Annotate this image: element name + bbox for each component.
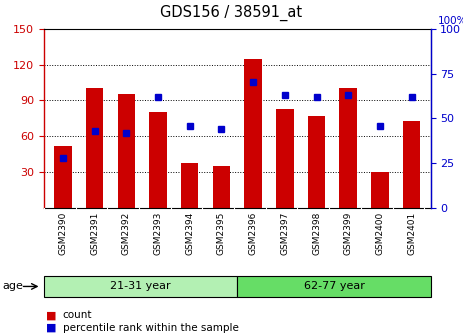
Bar bbox=[371, 172, 388, 208]
Bar bbox=[403, 121, 420, 208]
Text: percentile rank within the sample: percentile rank within the sample bbox=[63, 323, 238, 333]
Text: age: age bbox=[2, 282, 23, 291]
Text: 21-31 year: 21-31 year bbox=[110, 282, 171, 291]
Text: GSM2398: GSM2398 bbox=[312, 212, 321, 255]
Bar bbox=[54, 146, 72, 208]
Text: GSM2391: GSM2391 bbox=[90, 212, 99, 255]
Text: GSM2397: GSM2397 bbox=[280, 212, 289, 255]
Text: count: count bbox=[63, 310, 92, 320]
Text: ■: ■ bbox=[46, 310, 57, 320]
Bar bbox=[181, 163, 199, 208]
Bar bbox=[213, 166, 230, 208]
Bar bbox=[44, 276, 237, 297]
Bar bbox=[244, 58, 262, 208]
Bar bbox=[118, 94, 135, 208]
Text: GSM2395: GSM2395 bbox=[217, 212, 226, 255]
Text: GSM2399: GSM2399 bbox=[344, 212, 353, 255]
Text: GSM2400: GSM2400 bbox=[375, 212, 384, 255]
Bar bbox=[308, 116, 325, 208]
Text: 62-77 year: 62-77 year bbox=[304, 282, 364, 291]
Bar bbox=[339, 88, 357, 208]
Text: GDS156 / 38591_at: GDS156 / 38591_at bbox=[161, 5, 302, 21]
Text: ■: ■ bbox=[46, 323, 57, 333]
Text: GSM2390: GSM2390 bbox=[58, 212, 68, 255]
Bar bbox=[237, 276, 431, 297]
Text: GSM2394: GSM2394 bbox=[185, 212, 194, 255]
Text: GSM2392: GSM2392 bbox=[122, 212, 131, 255]
Bar bbox=[276, 109, 294, 208]
Text: GSM2396: GSM2396 bbox=[249, 212, 257, 255]
Bar bbox=[86, 88, 103, 208]
Bar bbox=[150, 113, 167, 208]
Text: GSM2401: GSM2401 bbox=[407, 212, 416, 255]
Text: 100%: 100% bbox=[438, 16, 463, 26]
Text: GSM2393: GSM2393 bbox=[154, 212, 163, 255]
